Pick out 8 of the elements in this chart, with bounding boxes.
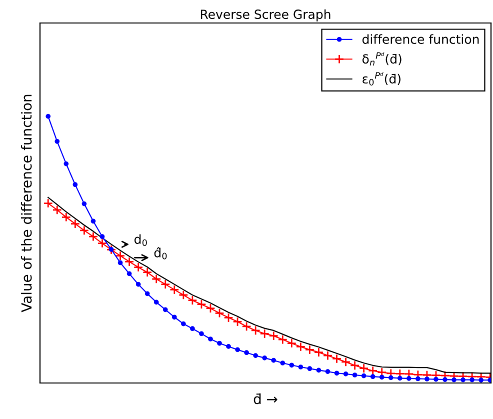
chart-title: Reverse Scree Graph [200, 9, 330, 22]
legend-label: ε$_{0}$$^{Pᵈ}$(d̄) [362, 72, 400, 86]
legend-label: difference function [362, 34, 479, 44]
x-axis-title: d̄ → [254, 393, 278, 404]
y-axis-title: Value of the difference function [21, 94, 32, 312]
annotation: d$_{0}$ [134, 234, 147, 246]
legend-label: δ$_{n}$$^{Pᵈ}$(d̄) [362, 52, 402, 66]
annotation: d̂$_{0}$ [154, 247, 167, 260]
